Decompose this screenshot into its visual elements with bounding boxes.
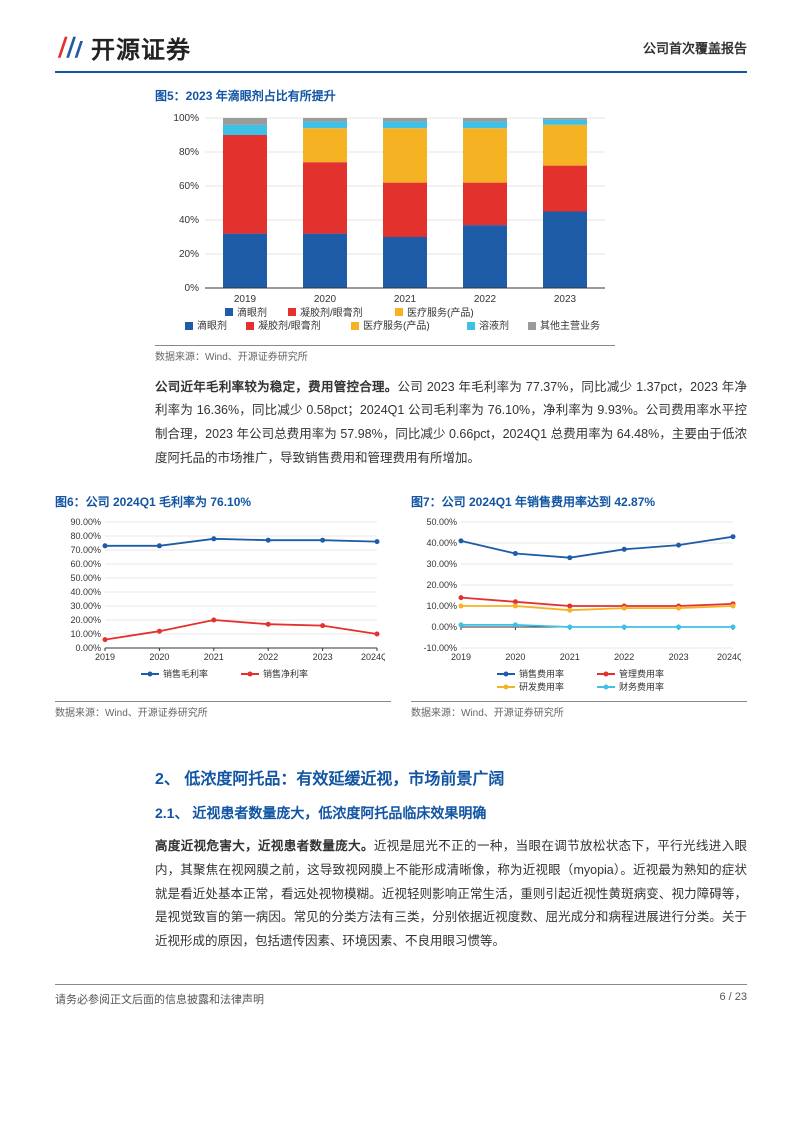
- svg-text:2020: 2020: [149, 652, 169, 662]
- svg-text:2019: 2019: [234, 294, 257, 305]
- svg-text:财务费用率: 财务费用率: [619, 681, 664, 692]
- svg-text:2019: 2019: [95, 652, 115, 662]
- footer-right: 6 / 23: [719, 991, 747, 1007]
- footer-left: 请务必参阅正文后面的信息披露和法律声明: [55, 991, 264, 1007]
- svg-text:管理费用率: 管理费用率: [619, 668, 664, 679]
- fig6-chart: 0.00%10.00%20.00%30.00%40.00%50.00%60.00…: [55, 514, 385, 694]
- svg-text:2024Q1: 2024Q1: [717, 652, 741, 662]
- fig7-title: 图7：公司 2024Q1 年销售费用率达到 42.87%: [411, 493, 747, 510]
- svg-text:2022: 2022: [474, 294, 497, 305]
- svg-text:2021: 2021: [204, 652, 224, 662]
- svg-text:凝胶剂/眼膏剂: 凝胶剂/眼膏剂: [258, 319, 321, 332]
- svg-text:40%: 40%: [179, 215, 199, 226]
- fig5-title: 图5：2023 年滴眼剂占比有所提升: [155, 87, 747, 104]
- fig6-col: 图6：公司 2024Q1 毛利率为 76.10% 0.00%10.00%20.0…: [55, 487, 391, 731]
- svg-text:其他主营业务: 其他主营业务: [540, 319, 600, 332]
- svg-text:70.00%: 70.00%: [70, 545, 101, 555]
- svg-text:2023: 2023: [554, 294, 577, 305]
- para1-bold: 公司近年毛利率较为稳定，费用管控合理。: [155, 380, 398, 394]
- section2-title: 2、 低浓度阿托品：有效延缓近视，市场前景广阔: [155, 765, 747, 789]
- svg-text:30.00%: 30.00%: [70, 601, 101, 611]
- svg-text:60.00%: 60.00%: [70, 559, 101, 569]
- report-type: 公司首次覆盖报告: [643, 38, 747, 57]
- svg-text:80.00%: 80.00%: [70, 531, 101, 541]
- svg-text:20.00%: 20.00%: [426, 580, 457, 590]
- fig5-source: 数据来源：Wind、开源证券研究所: [155, 345, 615, 363]
- section2-subtitle: 2.1、 近视患者数量庞大，低浓度阿托品临床效果明确: [155, 803, 747, 823]
- svg-text:80%: 80%: [179, 147, 199, 158]
- fig7-source: 数据来源：Wind、开源证券研究所: [411, 701, 747, 719]
- page-header: 开源证券 公司首次覆盖报告: [55, 30, 747, 73]
- svg-text:2019: 2019: [451, 652, 471, 662]
- svg-text:0.00%: 0.00%: [431, 622, 457, 632]
- fig5-chart: 0% 20% 40% 60% 80% 100% 2019 2020 2021 2022 2023 滴眼…: [155, 108, 747, 341]
- fig6-title: 图6：公司 2024Q1 毛利率为 76.10%: [55, 493, 391, 510]
- svg-text:销售净利率: 销售净利率: [263, 668, 308, 679]
- svg-text:2021: 2021: [560, 652, 580, 662]
- kaiyuan-logo-icon: [55, 34, 83, 62]
- section2-para: 高度近视危害大，近视患者数量庞大。近视是屈光不正的一种，当眼在调节放松状态下，平…: [155, 835, 747, 954]
- svg-text:研发费用率: 研发费用率: [519, 681, 564, 692]
- svg-text:滴眼剂: 滴眼剂: [197, 319, 227, 332]
- svg-text:2021: 2021: [394, 294, 417, 305]
- svg-text:10.00%: 10.00%: [426, 601, 457, 611]
- logo: 开源证券: [55, 30, 191, 65]
- svg-text:10.00%: 10.00%: [70, 629, 101, 639]
- svg-text:90.00%: 90.00%: [70, 517, 101, 527]
- page-footer: 请务必参阅正文后面的信息披露和法律声明 6 / 23: [55, 984, 747, 1007]
- section2-text: 近视是屈光不正的一种，当眼在调节放松状态下，平行光线进入眼内，其聚焦在视网膜之前…: [155, 839, 747, 948]
- svg-text:销售费用率: 销售费用率: [519, 668, 564, 679]
- svg-text:50.00%: 50.00%: [70, 573, 101, 583]
- svg-text:销售毛利率: 销售毛利率: [163, 668, 208, 679]
- svg-text:20.00%: 20.00%: [70, 615, 101, 625]
- svg-text:2022: 2022: [614, 652, 634, 662]
- svg-text:凝胶剂/眼膏剂: 凝胶剂/眼膏剂: [300, 306, 363, 319]
- fig7-chart: -10.00%0.00%10.00%20.00%30.00%40.00%50.0…: [411, 514, 741, 694]
- svg-text:医疗服务(产品): 医疗服务(产品): [363, 319, 430, 332]
- svg-text:50.00%: 50.00%: [426, 517, 457, 527]
- svg-text:2023: 2023: [669, 652, 689, 662]
- svg-text:2023: 2023: [313, 652, 333, 662]
- section2-bold: 高度近视危害大，近视患者数量庞大。: [155, 839, 374, 853]
- svg-text:40.00%: 40.00%: [426, 538, 457, 548]
- fig6-source: 数据来源：Wind、开源证券研究所: [55, 701, 391, 719]
- svg-text:100%: 100%: [173, 113, 199, 124]
- svg-text:2020: 2020: [314, 294, 337, 305]
- para1: 公司近年毛利率较为稳定，费用管控合理。公司 2023 年毛利率为 77.37%，…: [155, 376, 747, 471]
- svg-text:0%: 0%: [185, 283, 200, 294]
- fig7-col: 图7：公司 2024Q1 年销售费用率达到 42.87% -10.00%0.00…: [411, 487, 747, 731]
- svg-text:2020: 2020: [505, 652, 525, 662]
- svg-text:40.00%: 40.00%: [70, 587, 101, 597]
- svg-text:2022: 2022: [258, 652, 278, 662]
- svg-text:医疗服务(产品): 医疗服务(产品): [407, 306, 474, 319]
- svg-text:2024Q1: 2024Q1: [361, 652, 385, 662]
- logo-text: 开源证券: [91, 30, 191, 65]
- svg-text:30.00%: 30.00%: [426, 559, 457, 569]
- svg-text:溶液剂: 溶液剂: [479, 319, 509, 332]
- svg-text:20%: 20%: [179, 249, 199, 260]
- svg-text:60%: 60%: [179, 181, 199, 192]
- svg-text:滴眼剂: 滴眼剂: [237, 306, 267, 319]
